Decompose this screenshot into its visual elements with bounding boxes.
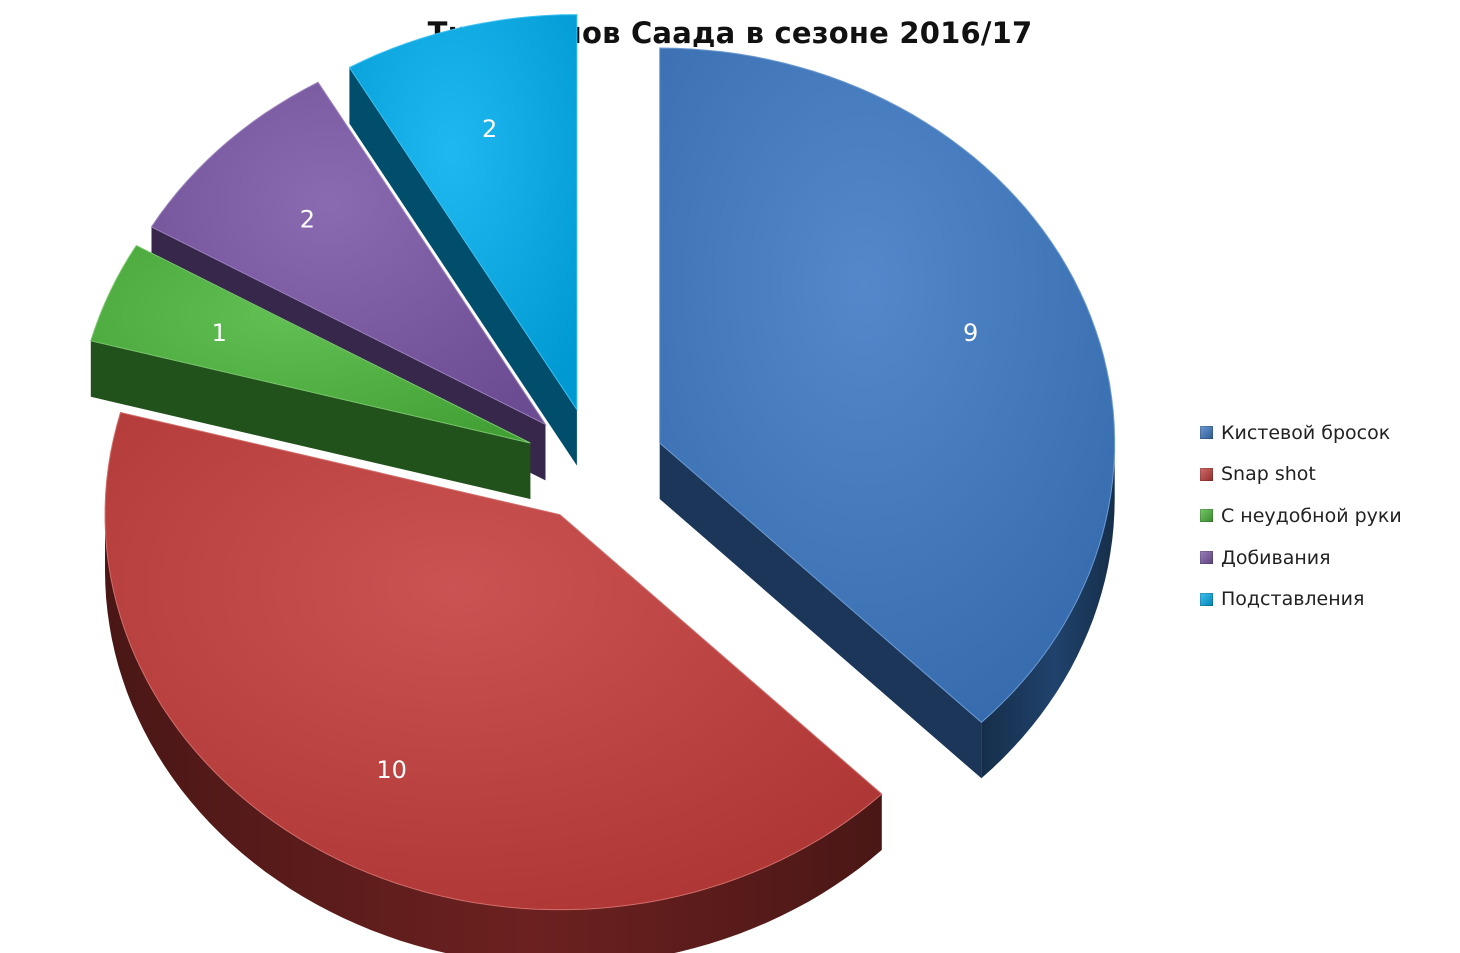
- legend-label: С неудобной руки: [1221, 504, 1402, 527]
- legend-label: Snap shot: [1221, 463, 1316, 486]
- legend-swatch: [1200, 467, 1213, 481]
- legend-swatch: [1200, 426, 1213, 440]
- legend-swatch: [1200, 592, 1213, 606]
- pie-slice-0: 9: [659, 47, 1116, 779]
- legend-item: Snap shot: [1200, 454, 1440, 496]
- slice-top: [150, 81, 547, 426]
- data-label: 9: [963, 319, 978, 347]
- slice-top: [348, 14, 578, 412]
- legend-item: С неудобной руки: [1200, 495, 1440, 537]
- slice-top: [659, 47, 1116, 723]
- legend-item: Кистевой бросок: [1200, 412, 1440, 454]
- legend: Кистевой бросок Snap shot С неудобной руки…: [1200, 412, 1440, 620]
- legend-swatch: [1200, 551, 1213, 565]
- slice-side-wall: [349, 67, 577, 466]
- slice-top: [104, 411, 883, 911]
- data-label: 1: [212, 319, 227, 347]
- pie-slice-2: 1: [90, 244, 531, 499]
- pie-slice-4: 2: [348, 14, 578, 466]
- legend-item: Подставления: [1200, 578, 1440, 620]
- legend-item: Добивания: [1200, 537, 1440, 579]
- data-label: 2: [300, 206, 315, 234]
- legend-swatch: [1200, 509, 1213, 523]
- legend-label: Добивания: [1221, 546, 1331, 569]
- legend-label: Кистевой бросок: [1221, 421, 1391, 444]
- slice-top: [90, 244, 531, 444]
- legend-label: Подставления: [1221, 588, 1365, 611]
- data-label: 10: [376, 756, 407, 784]
- slice-side-wall: [659, 443, 982, 779]
- pie-slice-1: 10: [104, 411, 883, 953]
- data-label: 2: [482, 115, 497, 143]
- slice-outer-wall: [981, 443, 1115, 779]
- slice-side-wall: [90, 340, 531, 499]
- slice-outer-wall: [105, 514, 882, 953]
